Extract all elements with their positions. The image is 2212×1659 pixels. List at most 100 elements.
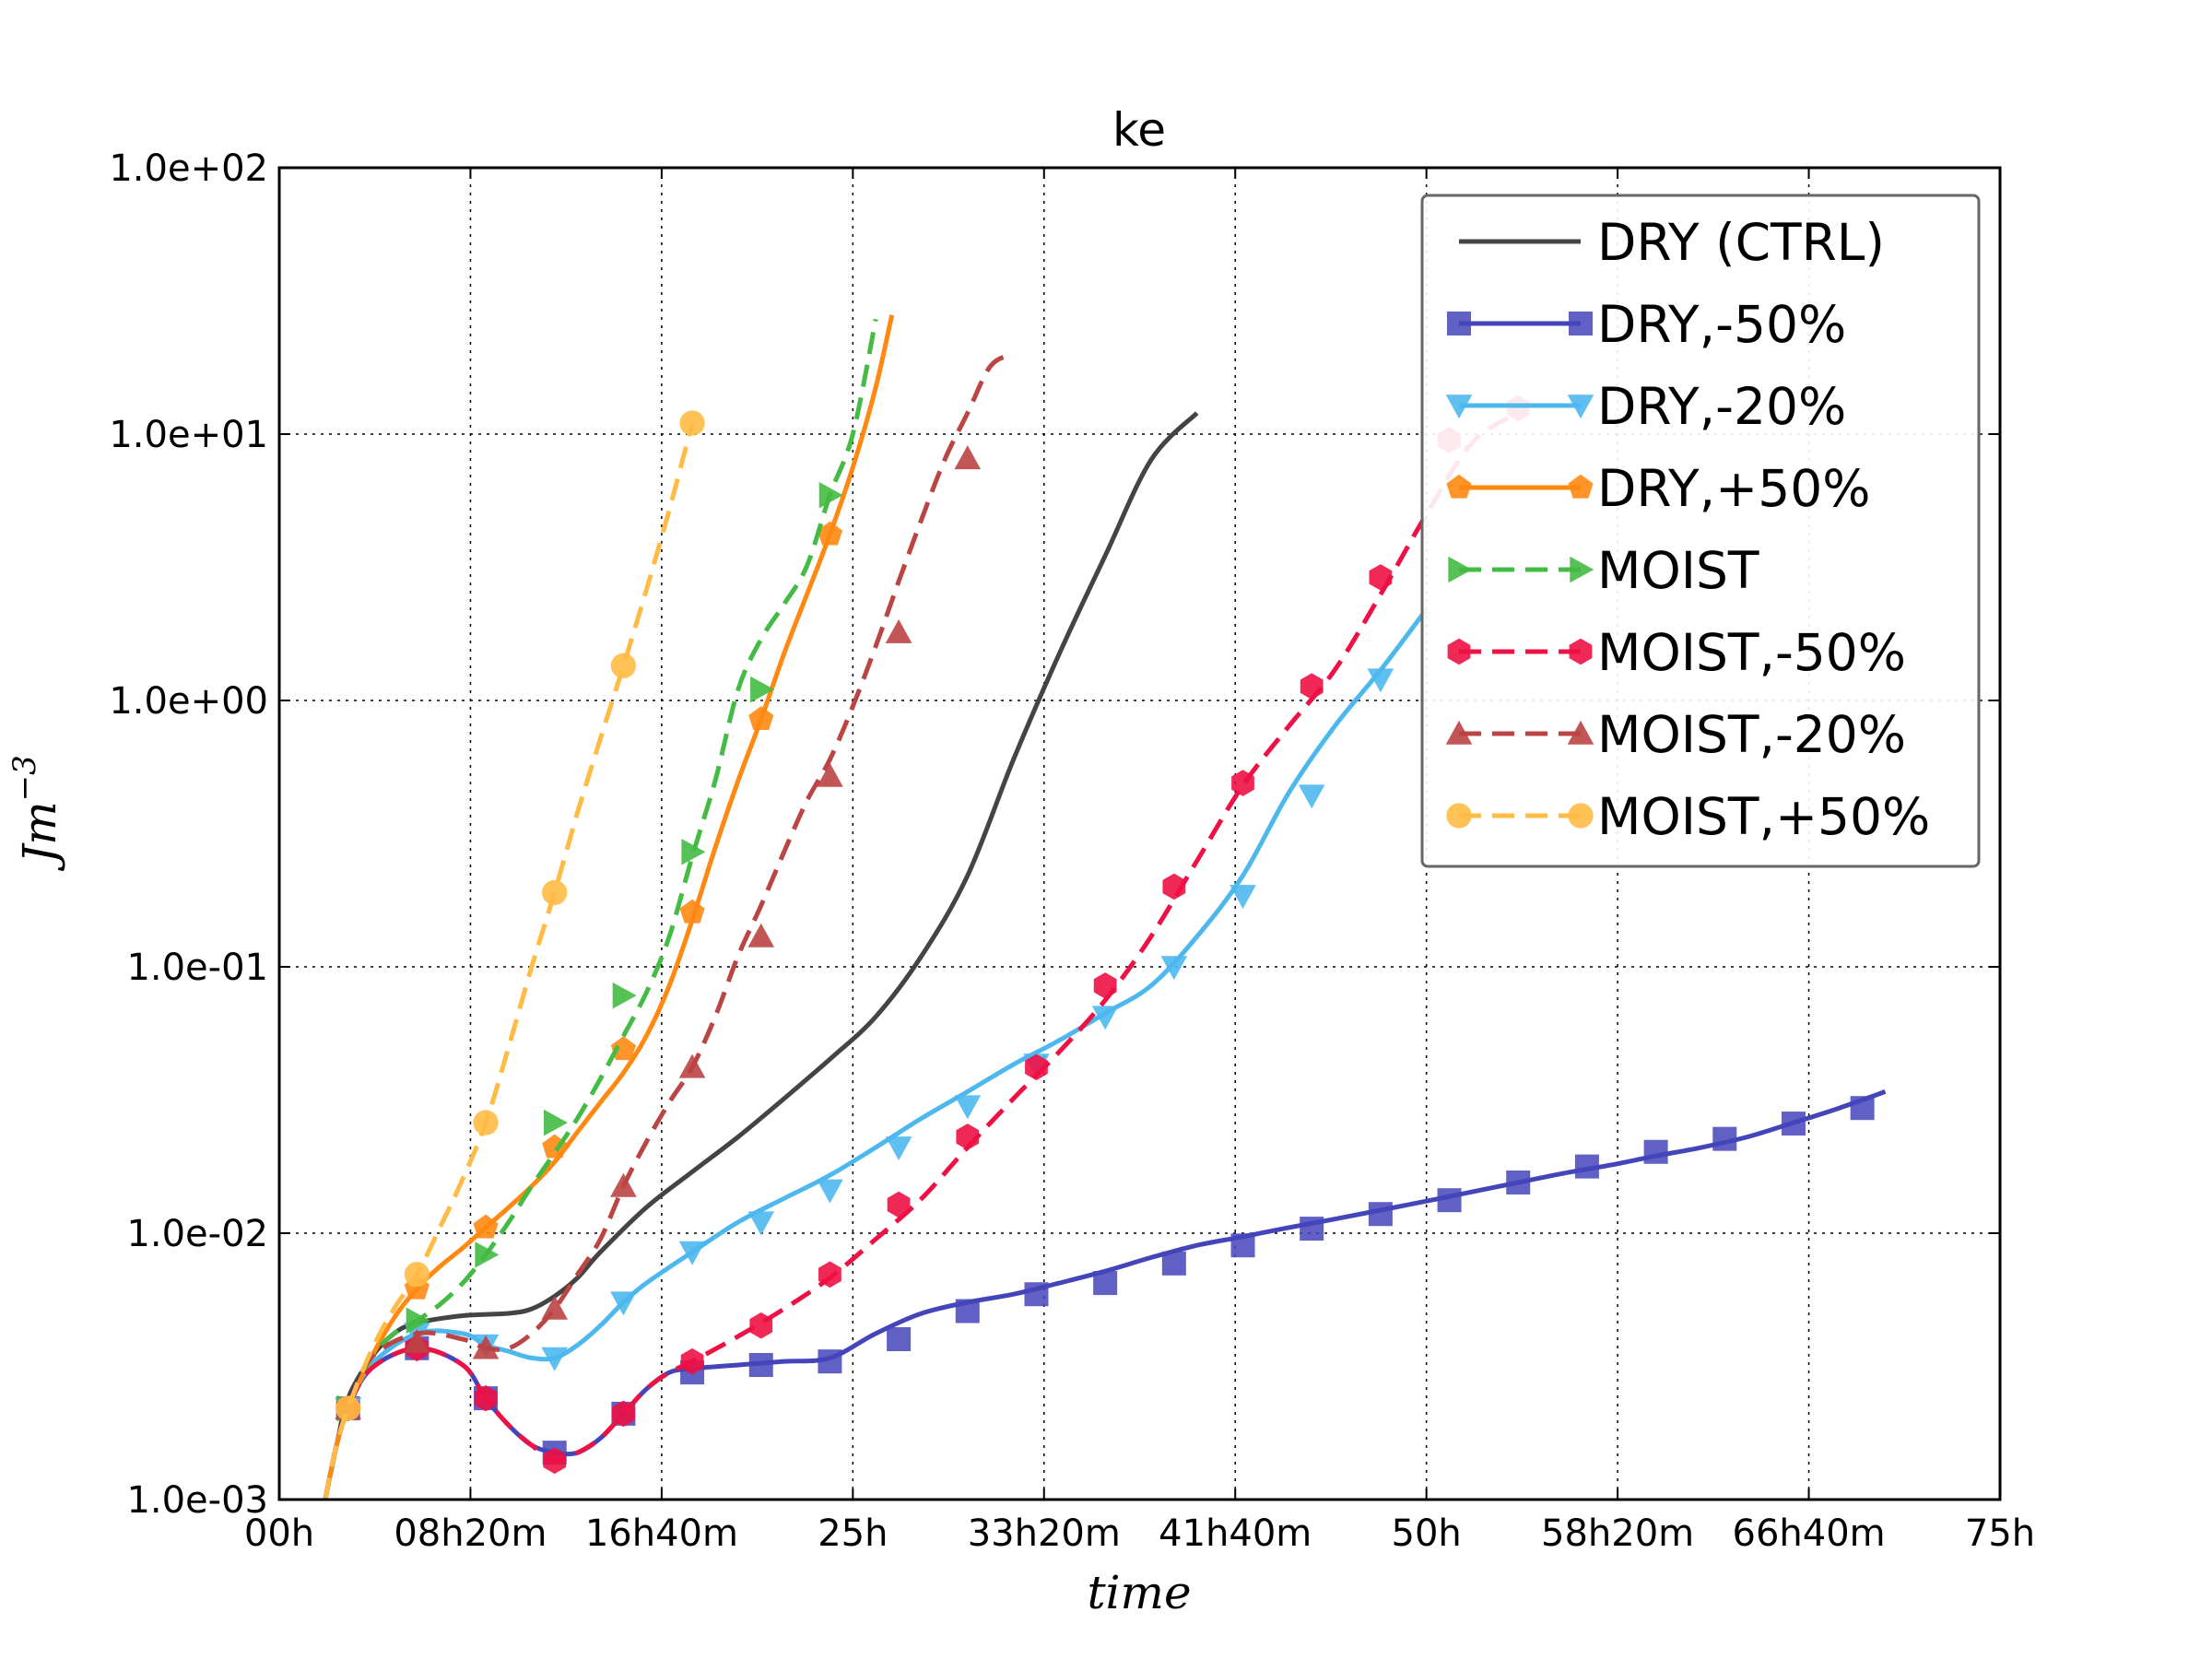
marker-moist-50	[1369, 564, 1393, 591]
marker-dry-50	[1024, 1282, 1049, 1307]
marker-dry-50	[1506, 1170, 1531, 1194]
ticks: 00h 08h20m 16h40m 25h 33h20m 41h40m 50h 58h20m 6…	[109, 147, 2035, 1555]
marker-moist-20	[954, 445, 982, 470]
marker-dry-50	[1712, 1126, 1737, 1151]
legend-marker-moist-50	[1568, 803, 1594, 829]
marker-moist-50	[1231, 770, 1254, 796]
legend-marker-moist-20	[1445, 720, 1473, 745]
marker-moist-50	[474, 1384, 498, 1412]
marker-moist	[681, 839, 706, 865]
series-line-moist	[323, 318, 878, 1500]
marker-moist-20	[747, 923, 775, 947]
marker-dry-20	[1230, 885, 1256, 910]
legend-label-dry-ctrl: DRY (CTRL)	[1597, 213, 1885, 272]
x-tick-label: 58h20m	[1541, 1512, 1694, 1555]
marker-moist-50	[679, 410, 705, 436]
marker-moist	[612, 982, 637, 1009]
legend-marker-dry-50	[1568, 474, 1594, 499]
marker-moist-20	[472, 1335, 500, 1359]
marker-moist-50	[1093, 972, 1117, 999]
series-line-moist-20	[323, 351, 1015, 1500]
legend-label-moist: MOIST	[1597, 541, 1759, 600]
x-tick-label: 41h40m	[1159, 1512, 1312, 1555]
marker-dry-50	[1368, 1202, 1393, 1227]
marker-dry-50	[817, 521, 843, 546]
series-line-dry-20	[323, 607, 1429, 1500]
x-tick-label: 50h	[1392, 1512, 1462, 1555]
marker-moist-20	[678, 1053, 706, 1078]
marker-dry-20	[1298, 784, 1325, 809]
series-layer	[323, 314, 1887, 1500]
marker-moist-20	[541, 1295, 569, 1320]
legend-label-moist-20: MOIST,-20%	[1597, 705, 1906, 764]
legend-marker-moist-50	[1446, 803, 1472, 829]
marker-dry-50	[1781, 1112, 1806, 1136]
marker-moist-50	[610, 653, 637, 678]
marker-dry-50	[1161, 1251, 1186, 1276]
marker-dry-50	[679, 899, 705, 924]
y-tick-label: 1.0e-03	[126, 1479, 268, 1522]
marker-dry-20	[541, 1347, 569, 1371]
marker-moist-50	[680, 1347, 704, 1375]
marker-dry-20	[885, 1136, 912, 1161]
y-axis-label: Jm−3	[6, 755, 66, 872]
marker-moist-50	[887, 1191, 911, 1218]
legend-marker-moist	[1448, 556, 1473, 583]
marker-dry-50	[473, 1214, 499, 1239]
x-tick-label: 66h40m	[1733, 1512, 1886, 1555]
marker-moist-20	[610, 1172, 637, 1197]
series-line-dry-50	[323, 314, 895, 1500]
legend-marker-moist	[1570, 556, 1594, 583]
marker-dry-50	[1437, 1188, 1462, 1213]
legend-marker-moist-50	[1569, 638, 1593, 665]
marker-moist-50	[956, 1124, 980, 1150]
marker-moist-20	[404, 1328, 430, 1353]
x-tick-label: 33h20m	[968, 1512, 1121, 1555]
marker-moist-50	[543, 1447, 567, 1475]
y-tick-label: 1.0e+02	[109, 147, 268, 190]
marker-moist	[475, 1241, 500, 1268]
marker-dry-50	[1300, 1217, 1324, 1241]
marker-moist-50	[335, 1395, 361, 1421]
marker-moist-50	[612, 1400, 635, 1428]
y-tick-label: 1.0e+01	[109, 414, 268, 456]
marker-dry-20	[1367, 668, 1394, 693]
y-axis-label-exponent: −3	[6, 755, 43, 801]
marker-dry-20	[1091, 1006, 1119, 1030]
marker-dry-50	[955, 1299, 980, 1324]
marker-dry-20	[954, 1095, 982, 1120]
marker-moist-50	[404, 1262, 430, 1288]
legend-label-moist-50: MOIST,+50%	[1597, 787, 1930, 846]
marker-dry-50	[1093, 1271, 1118, 1296]
legend-marker-dry-20	[1445, 394, 1473, 419]
legend-box	[1420, 194, 1981, 868]
marker-dry-50	[1574, 1154, 1599, 1179]
plot-area	[323, 314, 1887, 1500]
y-tick-label: 1.0e-02	[126, 1213, 268, 1255]
y-axis-label-base: Jm	[13, 801, 66, 871]
legend-marker-dry-50	[1446, 474, 1472, 499]
marker-moist-20	[817, 762, 843, 787]
marker-dry-20	[678, 1241, 706, 1265]
marker-moist-50	[818, 1261, 841, 1288]
legend-marker-dry-20	[1567, 394, 1594, 419]
legend: DRY (CTRL) DRY,-50% DRY,-20% DRY,+50% MOIST M…	[1420, 194, 1981, 868]
series-line-moist-50	[323, 422, 695, 1500]
legend-marker-dry-50	[1447, 312, 1471, 335]
legend-marker-dry-50	[1569, 312, 1593, 335]
marker-dry-50	[748, 706, 774, 730]
marker-moist	[818, 481, 843, 509]
marker-dry-20	[610, 1291, 637, 1316]
marker-dry-50	[887, 1327, 912, 1352]
marker-moist	[750, 676, 775, 703]
plot-frame	[277, 166, 2002, 1501]
marker-moist-50	[1162, 873, 1186, 900]
series-line-dry-ctrl	[323, 411, 1199, 1500]
marker-dry-50	[1230, 1233, 1255, 1258]
marker-moist-50	[1025, 1053, 1048, 1081]
chart-title: ke	[1112, 103, 1166, 157]
marker-dry-50	[610, 1036, 637, 1061]
marker-dry-50	[818, 1349, 842, 1374]
marker-dry-50	[748, 1353, 773, 1378]
